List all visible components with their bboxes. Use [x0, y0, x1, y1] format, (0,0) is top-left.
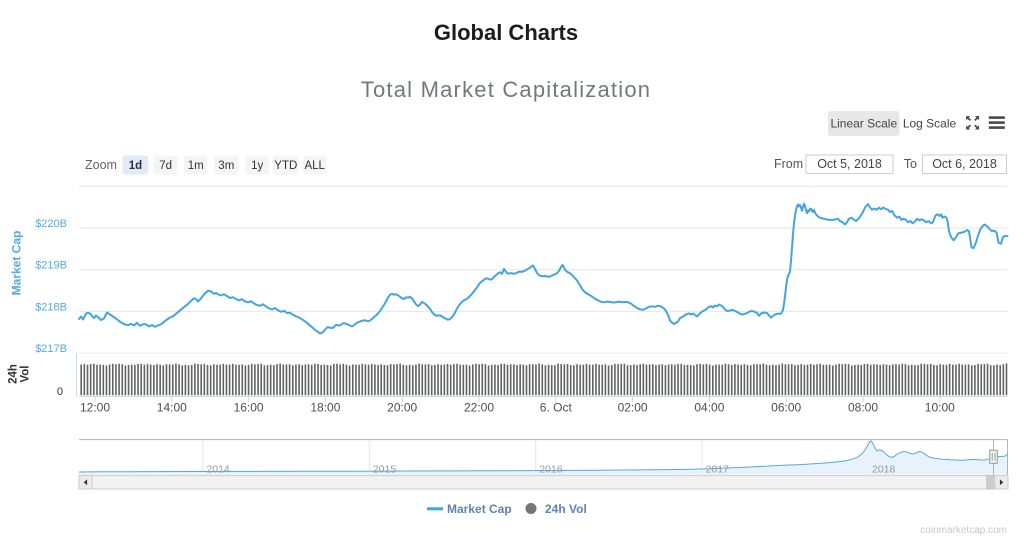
svg-text:0: 0 — [57, 386, 63, 398]
svg-text:Zoom: Zoom — [85, 158, 117, 172]
svg-text:06:00: 06:00 — [771, 401, 801, 415]
svg-text:1m: 1m — [188, 160, 204, 172]
svg-text:Log Scale: Log Scale — [903, 117, 957, 131]
svg-text:2016: 2016 — [539, 464, 563, 476]
svg-text:YTD: YTD — [274, 160, 297, 172]
svg-text:$220B: $220B — [35, 218, 67, 230]
svg-text:$219B: $219B — [35, 260, 67, 272]
svg-text:10:00: 10:00 — [925, 401, 955, 415]
svg-text:02:00: 02:00 — [618, 401, 648, 415]
svg-text:Vol: Vol — [20, 365, 32, 382]
svg-text:Global Charts: Global Charts — [434, 20, 578, 45]
svg-text:20:00: 20:00 — [387, 401, 417, 415]
svg-text:22:00: 22:00 — [464, 401, 494, 415]
svg-text:1d: 1d — [129, 160, 142, 172]
svg-text:$218B: $218B — [35, 301, 67, 313]
svg-text:coinmarketcap.com: coinmarketcap.com — [920, 525, 1007, 536]
svg-text:To: To — [904, 157, 917, 171]
svg-text:14:00: 14:00 — [157, 401, 187, 415]
svg-text:From: From — [774, 157, 803, 171]
svg-text:Linear Scale: Linear Scale — [830, 117, 897, 131]
svg-text:12:00: 12:00 — [80, 401, 110, 415]
svg-text:Market Cap: Market Cap — [10, 231, 24, 296]
svg-text:04:00: 04:00 — [694, 401, 724, 415]
svg-text:2014: 2014 — [206, 464, 230, 476]
svg-text:Total Market Capitalization: Total Market Capitalization — [361, 77, 651, 102]
svg-text:Oct 6, 2018: Oct 6, 2018 — [932, 157, 997, 171]
svg-text:7d: 7d — [159, 160, 172, 172]
svg-text:2015: 2015 — [373, 464, 397, 476]
svg-text:2018: 2018 — [872, 464, 896, 476]
svg-text:$217B: $217B — [35, 343, 67, 355]
svg-text:08:00: 08:00 — [848, 401, 878, 415]
svg-text:24h Vol: 24h Vol — [545, 502, 587, 516]
svg-text:16:00: 16:00 — [234, 401, 264, 415]
svg-text:ALL: ALL — [304, 160, 325, 172]
svg-text:3m: 3m — [218, 160, 234, 172]
svg-text:24h: 24h — [8, 364, 20, 384]
svg-text:2017: 2017 — [706, 464, 730, 476]
svg-text:6. Oct: 6. Oct — [540, 401, 573, 415]
svg-text:1y: 1y — [251, 160, 263, 172]
svg-text:Oct 5, 2018: Oct 5, 2018 — [817, 157, 882, 171]
svg-text:Market Cap: Market Cap — [447, 502, 512, 516]
svg-text:18:00: 18:00 — [310, 401, 340, 415]
